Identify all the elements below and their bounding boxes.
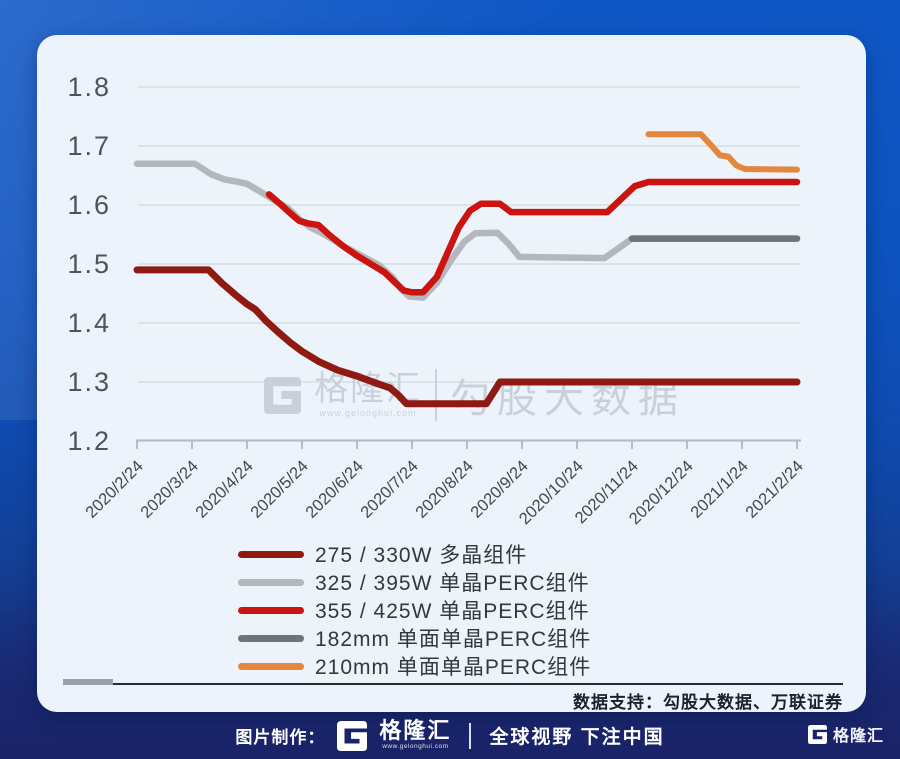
legend-label: 355 / 425W 单晶PERC组件: [315, 600, 590, 623]
footer-slogan: 全球视野 下注中国: [489, 727, 665, 748]
footer-right-logo: 格隆汇: [807, 722, 884, 746]
legend: 275 / 330W 多晶组件 325 / 395W 单晶PERC组件 355 / …: [238, 540, 591, 680]
legend-item: 182mm 单面单晶PERC组件: [238, 624, 591, 652]
footer-made-by-label: 图片制作：: [235, 728, 326, 747]
watermark-brand-url: www.gelonghui.com: [319, 408, 417, 418]
footer-right-brand-name: 格隆汇: [832, 728, 884, 745]
footer-bar: 图片制作： 格隆汇 www.gelonghui.com 全球视野 下注中国: [0, 712, 900, 759]
legend-label: 325 / 395W 单晶PERC组件: [315, 572, 590, 595]
gelonghui-logo-icon: [264, 376, 301, 414]
y-tick-label: 1.8: [67, 72, 111, 102]
source-note: 数据支持：勾股大数据、万联证券: [573, 693, 843, 712]
chart-card: [37, 35, 866, 712]
y-tick-label: 1.5: [67, 249, 111, 279]
y-tick-label: 1.3: [67, 367, 111, 397]
series-line: [645, 131, 800, 173]
legend-label: 275 / 330W 多晶组件: [315, 544, 528, 567]
source-divider-line: [63, 683, 843, 685]
legend-swatch: [238, 550, 304, 558]
legend-label: 210mm 单面单晶PERC组件: [315, 656, 592, 679]
y-tick-label: 1.6: [67, 190, 111, 220]
footer-right-logo-icon: [807, 724, 827, 744]
legend-item: 210mm 单面单晶PERC组件: [238, 652, 591, 680]
footer-brand-name: 格隆汇: [379, 718, 452, 744]
legend-item: 275 / 330W 多晶组件: [238, 540, 591, 568]
legend-swatch: [238, 634, 304, 642]
legend-item: 325 / 395W 单晶PERC组件: [238, 568, 591, 596]
legend-swatch: [238, 662, 304, 670]
footer-divider: [469, 722, 472, 749]
watermark-divider: [435, 369, 437, 421]
series-line: [133, 266, 801, 408]
legend-label: 182mm 单面单晶PERC组件: [315, 628, 592, 651]
footer-brand-block: 格隆汇 www.gelonghui.com: [379, 720, 451, 751]
footer-gelonghui-logo-icon: [337, 720, 368, 751]
series-line: [265, 178, 801, 296]
y-tick-label: 1.7: [67, 131, 111, 161]
legend-item: 355 / 425W 单晶PERC组件: [238, 596, 591, 624]
legend-swatch: [238, 578, 304, 586]
footer-brand-url: www.gelonghui.com: [382, 743, 449, 751]
y-tick-label: 1.2: [67, 426, 111, 456]
y-tick-label: 1.4: [67, 308, 111, 338]
legend-swatch: [238, 606, 304, 614]
source-divider-accent: [63, 679, 113, 685]
